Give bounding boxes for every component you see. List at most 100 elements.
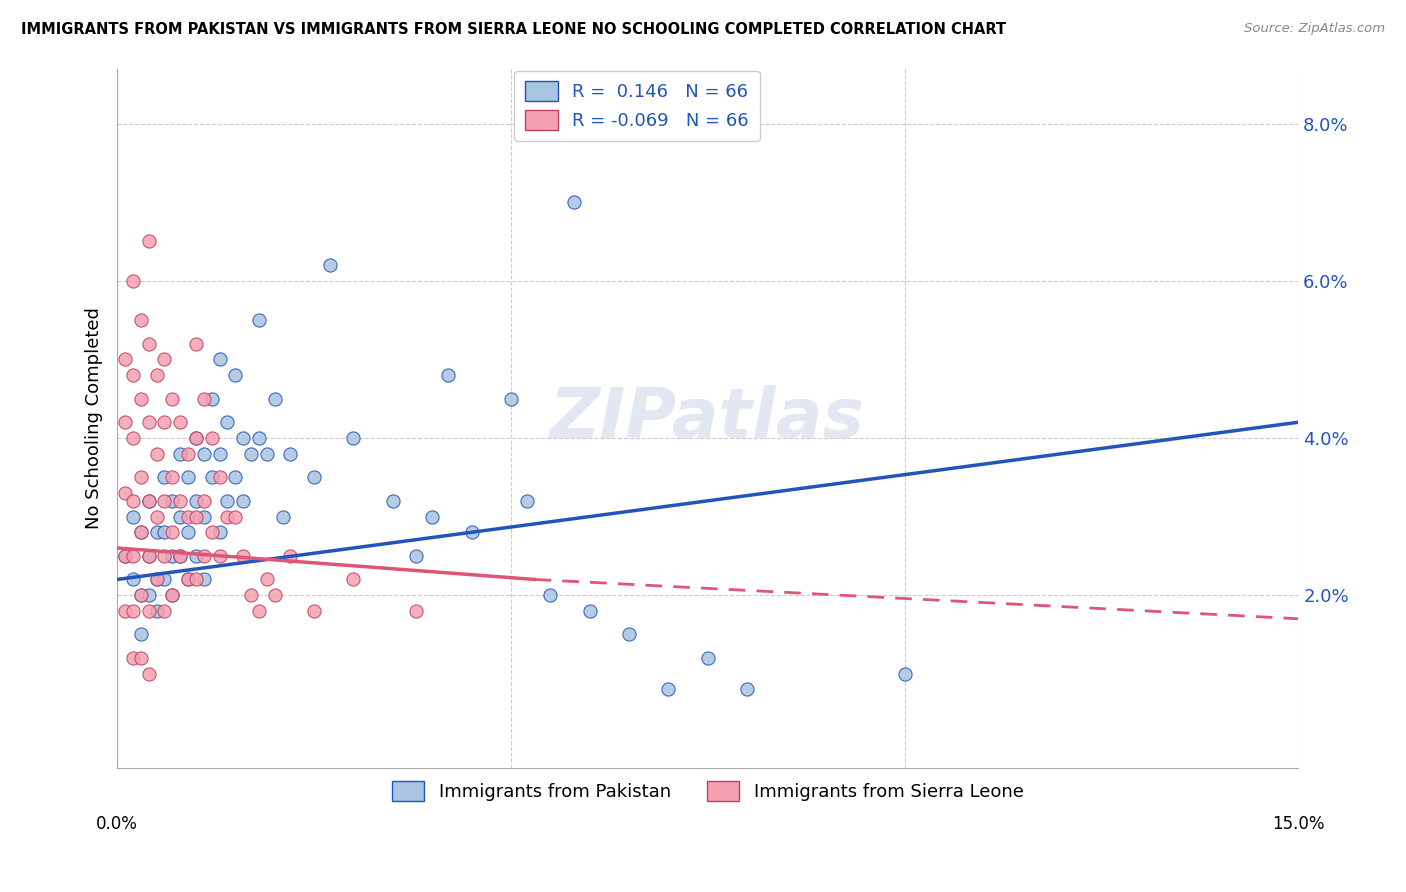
Point [114, 486, 136, 500]
Point [177, 447, 200, 461]
Point [381, 493, 404, 508]
Point [162, 470, 184, 484]
Point [232, 549, 254, 563]
Point [177, 509, 200, 524]
Point [177, 525, 200, 540]
Point [184, 431, 207, 445]
Point [138, 235, 160, 249]
Point [193, 509, 215, 524]
Text: 15.0%: 15.0% [1272, 815, 1324, 833]
Point [153, 573, 176, 587]
Point [122, 274, 145, 288]
Point [247, 431, 270, 445]
Point [114, 549, 136, 563]
Point [224, 368, 246, 382]
Point [562, 195, 585, 210]
Point [169, 549, 191, 563]
Point [153, 352, 176, 367]
Point [271, 509, 294, 524]
Point [162, 588, 184, 602]
Point [302, 604, 325, 618]
Point [138, 604, 160, 618]
Point [240, 588, 263, 602]
Point [129, 470, 152, 484]
Point [169, 415, 191, 429]
Point [263, 588, 285, 602]
Point [256, 447, 278, 461]
Point [122, 549, 145, 563]
Point [169, 447, 191, 461]
Point [129, 525, 152, 540]
Point [145, 525, 167, 540]
Point [122, 509, 145, 524]
Point [256, 573, 278, 587]
Point [153, 549, 176, 563]
Point [193, 447, 215, 461]
Point [114, 604, 136, 618]
Point [177, 573, 200, 587]
Point [145, 368, 167, 382]
Point [420, 509, 443, 524]
Point [193, 549, 215, 563]
Point [153, 604, 176, 618]
Point [184, 573, 207, 587]
Point [145, 509, 167, 524]
Point [145, 447, 167, 461]
Point [184, 493, 207, 508]
Point [138, 549, 160, 563]
Point [208, 447, 231, 461]
Point [437, 368, 460, 382]
Text: IMMIGRANTS FROM PAKISTAN VS IMMIGRANTS FROM SIERRA LEONE NO SCHOOLING COMPLETED : IMMIGRANTS FROM PAKISTAN VS IMMIGRANTS F… [21, 22, 1007, 37]
Point [460, 525, 482, 540]
Point [122, 651, 145, 665]
Point [177, 573, 200, 587]
Point [129, 588, 152, 602]
Point [201, 525, 224, 540]
Point [145, 573, 167, 587]
Point [169, 549, 191, 563]
Point [224, 509, 246, 524]
Point [162, 525, 184, 540]
Point [153, 415, 176, 429]
Point [342, 431, 364, 445]
Point [184, 431, 207, 445]
Point [735, 682, 758, 697]
Point [162, 588, 184, 602]
Point [145, 573, 167, 587]
Point [193, 392, 215, 406]
Point [184, 549, 207, 563]
Point [122, 368, 145, 382]
Point [193, 493, 215, 508]
Point [342, 573, 364, 587]
Point [138, 415, 160, 429]
Point [122, 573, 145, 587]
Point [280, 447, 302, 461]
Text: ZIPatlas: ZIPatlas [550, 384, 865, 452]
Point [208, 525, 231, 540]
Point [129, 313, 152, 327]
Point [617, 627, 640, 641]
Point [280, 549, 302, 563]
Point [208, 470, 231, 484]
Point [201, 392, 224, 406]
Point [538, 588, 561, 602]
Point [129, 588, 152, 602]
Point [247, 604, 270, 618]
Point [201, 470, 224, 484]
Point [201, 431, 224, 445]
Point [162, 392, 184, 406]
Point [696, 651, 718, 665]
Legend: Immigrants from Pakistan, Immigrants from Sierra Leone: Immigrants from Pakistan, Immigrants fro… [384, 773, 1031, 808]
Point [405, 604, 427, 618]
Point [138, 588, 160, 602]
Point [516, 493, 538, 508]
Point [893, 666, 915, 681]
Point [224, 470, 246, 484]
Point [114, 352, 136, 367]
Point [153, 525, 176, 540]
Point [302, 470, 325, 484]
Point [169, 493, 191, 508]
Point [208, 549, 231, 563]
Text: 0.0%: 0.0% [96, 815, 138, 833]
Point [405, 549, 427, 563]
